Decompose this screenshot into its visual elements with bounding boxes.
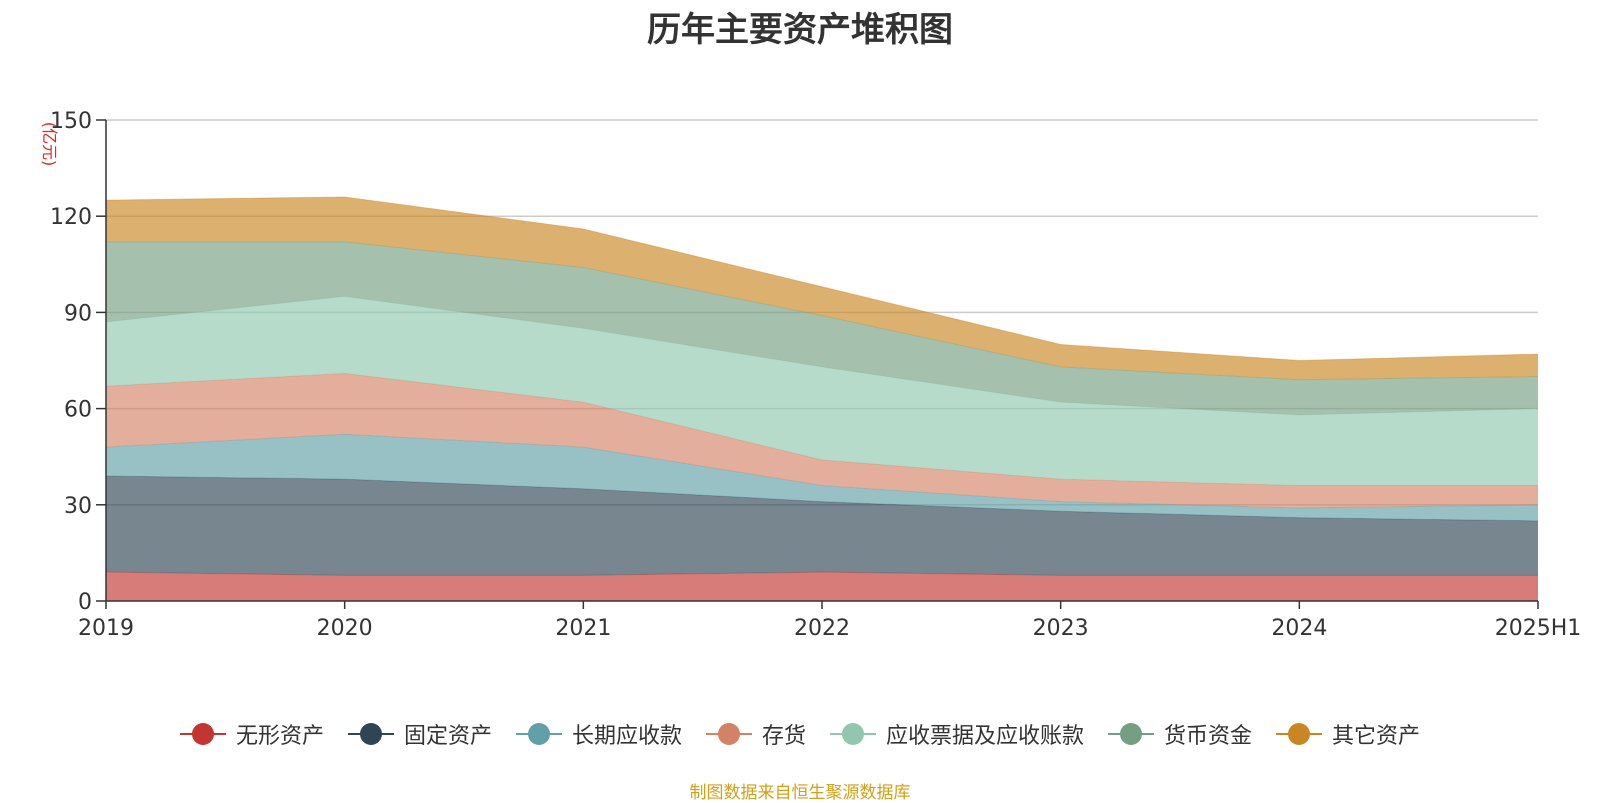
legend-marker: [1276, 722, 1323, 746]
area-series-2[interactable]: [106, 434, 1538, 521]
legend-item[interactable]: 无形资产: [179, 718, 324, 750]
legend-label: 货币资金: [1164, 724, 1253, 749]
y-tick-label: 60: [64, 398, 92, 423]
area-series-6[interactable]: [106, 196, 1538, 380]
legend-label: 应收票据及应收账款: [886, 724, 1085, 749]
legend-label: 其它资产: [1332, 724, 1421, 749]
legend-item[interactable]: 货币资金: [1108, 718, 1252, 750]
legend-item[interactable]: 长期应收款: [515, 718, 682, 750]
legend-label: 长期应收款: [571, 724, 682, 749]
y-tick-label: 90: [64, 301, 92, 326]
y-tick-label: 30: [64, 494, 92, 519]
legend-item[interactable]: 固定资产: [347, 718, 492, 750]
legend-label: 固定资产: [403, 724, 492, 749]
legend-item[interactable]: 存货: [705, 718, 806, 750]
legend-label: 无形资产: [235, 724, 324, 749]
y-tick-label: 150: [50, 109, 92, 134]
x-tick-label: 2021: [555, 616, 611, 641]
area-series-3[interactable]: [106, 373, 1538, 509]
series-line-3: [105, 372, 1538, 487]
area-series-4[interactable]: [106, 296, 1538, 486]
y-axis-unit-label: (亿元): [40, 122, 59, 167]
legend-marker: [179, 722, 226, 746]
x-tick-label: 2020: [317, 616, 373, 641]
y-tick-label: 0: [78, 590, 92, 615]
legend-label: 存货: [761, 724, 806, 749]
chart-legend: 无形资产 固定资产 长期应收款 存货 应收票据及应收账款 货币资金 其它资产: [0, 718, 1600, 750]
x-tick-label: 2022: [794, 616, 850, 641]
chart-title: 历年主要资产堆积图: [647, 10, 953, 50]
area-series-1[interactable]: [106, 475, 1538, 576]
x-tick-label: 2024: [1271, 616, 1327, 641]
legend-marker: [1108, 722, 1155, 746]
series-line-6: [105, 196, 1539, 362]
legend-item[interactable]: 其它资产: [1276, 718, 1420, 750]
y-tick-label: 120: [50, 205, 92, 230]
area-series-5[interactable]: [106, 241, 1538, 416]
legend-item[interactable]: 应收票据及应收账款: [830, 718, 1084, 750]
x-tick-label: 2019: [78, 616, 134, 641]
legend-marker: [347, 722, 394, 746]
x-tick-label: 2025H1: [1495, 616, 1582, 641]
legend-marker: [515, 722, 562, 746]
legend-marker: [830, 722, 876, 746]
x-tick-label: 2023: [1033, 616, 1089, 641]
source-note: 制图数据来自恒生聚源数据库: [689, 783, 911, 803]
area-series-0[interactable]: [106, 572, 1538, 601]
legend-marker: [705, 722, 752, 746]
